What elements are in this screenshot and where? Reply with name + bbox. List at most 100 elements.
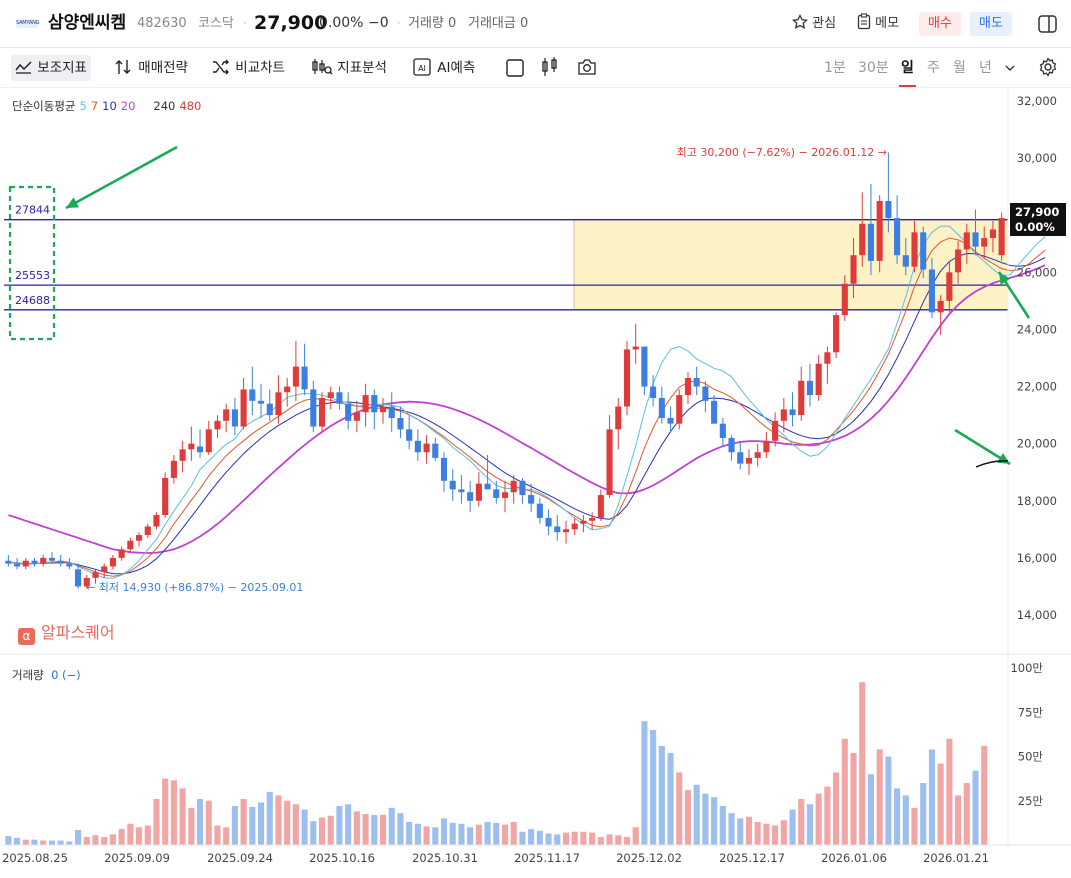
candle-body xyxy=(745,457,753,464)
volume-bar xyxy=(336,806,343,845)
period-month[interactable]: 월 xyxy=(953,60,966,76)
chevron-down-icon[interactable] xyxy=(1004,63,1016,73)
volume-bar xyxy=(571,831,578,845)
volume-bar xyxy=(580,831,587,845)
candle-body xyxy=(196,446,204,453)
price-tick-label: 22,000 xyxy=(1017,380,1057,394)
candle-body xyxy=(806,380,814,396)
volume-bar xyxy=(824,786,831,845)
volume-legend[interactable]: 거래량 0 (−) xyxy=(12,667,81,683)
candle-body xyxy=(345,403,352,421)
analysis-button[interactable]: 지표분석 xyxy=(311,55,387,81)
candle-body xyxy=(240,389,247,427)
volume-bar xyxy=(449,822,456,845)
chart-toolbar: 보조지표 매매전략 비교차트 지표분석 AI AI예측 1분 30분 일 주 월… xyxy=(0,47,1071,88)
volume-bar xyxy=(127,823,134,845)
candle-body xyxy=(876,200,883,261)
sell-button[interactable]: 매도 xyxy=(970,12,1012,36)
candlestick-type-icon[interactable] xyxy=(540,57,560,77)
strategy-button[interactable]: 매매전략 xyxy=(114,55,188,81)
date-tick-label: 2026.01.21 xyxy=(923,851,989,865)
price-tick-label: 26,000 xyxy=(1017,265,1057,279)
volume-bar xyxy=(589,832,596,845)
volume-bar xyxy=(981,745,988,845)
price-tick-label: 32,000 xyxy=(1017,94,1057,108)
candle-body xyxy=(310,389,317,427)
volume-bar xyxy=(484,821,491,845)
candle-body xyxy=(475,483,482,501)
candle-body xyxy=(153,515,160,527)
candle-body xyxy=(684,377,692,396)
company-logo: SAMYANG xyxy=(16,19,40,28)
volume-bar xyxy=(92,835,99,845)
sidebar-toggle-icon[interactable] xyxy=(1038,15,1057,33)
volume-bar xyxy=(458,823,465,845)
volume-bar xyxy=(928,749,935,845)
period-1min[interactable]: 1분 xyxy=(824,60,846,76)
gear-icon[interactable] xyxy=(1038,57,1058,77)
buy-button[interactable]: 매수 xyxy=(919,12,961,36)
candle-body xyxy=(789,409,796,416)
level-label: 25553 xyxy=(15,269,50,282)
candle-body xyxy=(928,269,935,313)
candle-body xyxy=(536,503,543,518)
alphasquare-brand: α 알파스퀘어 xyxy=(18,619,115,645)
volume-bar xyxy=(83,837,90,845)
candle-body xyxy=(972,232,979,247)
volume-bar xyxy=(284,800,291,845)
candle-body xyxy=(737,452,744,464)
candle-body xyxy=(14,563,21,567)
volume-summary: 거래량 0 xyxy=(408,16,457,31)
candle-body xyxy=(353,412,360,421)
volume-bar xyxy=(101,837,108,845)
ai-predict-button[interactable]: AI AI예측 xyxy=(411,55,475,81)
candle-body xyxy=(658,397,665,418)
period-30min[interactable]: 30분 xyxy=(858,60,889,76)
candle-body xyxy=(188,443,195,450)
stock-code: 482630 xyxy=(137,16,187,31)
candle-body xyxy=(467,492,474,501)
candle-body xyxy=(109,557,116,567)
price-chart[interactable]: 32,00030,00028,00026,00024,00022,00020,0… xyxy=(0,87,1071,878)
star-icon xyxy=(791,13,809,30)
ma-legend[interactable]: 단순이동평균 5 7 10 20 240 480 xyxy=(12,98,205,114)
watchlist-button[interactable]: 관심 xyxy=(791,12,836,36)
volume-bar xyxy=(249,806,256,845)
volume-bar xyxy=(772,825,779,845)
period-week[interactable]: 주 xyxy=(927,60,940,76)
volume-bar xyxy=(632,827,639,845)
volume-bar xyxy=(432,827,439,845)
drawn-stroke xyxy=(975,460,1009,468)
arrow-head xyxy=(999,272,1011,285)
volume-bar xyxy=(144,825,151,845)
candle-body xyxy=(554,526,561,533)
candle-body xyxy=(859,223,866,256)
compare-button[interactable]: 비교차트 xyxy=(211,55,285,81)
period-year[interactable]: 년 xyxy=(979,60,992,76)
camera-icon[interactable] xyxy=(577,58,597,76)
square-tool-icon[interactable] xyxy=(506,59,524,77)
volume-bar xyxy=(597,837,604,845)
volume-bar xyxy=(5,836,12,845)
volume-bar xyxy=(196,798,204,845)
volume-bar xyxy=(815,793,822,845)
candle-body xyxy=(902,255,909,267)
volume-bar xyxy=(318,817,326,845)
volume-bar xyxy=(536,830,543,845)
stock-name: 삼양엔씨켐 xyxy=(48,13,127,33)
candle-body xyxy=(833,315,840,353)
candle-body xyxy=(850,255,857,284)
volume-bar xyxy=(763,823,770,845)
volume-bar xyxy=(423,826,430,845)
memo-button[interactable]: 메모 xyxy=(857,12,899,36)
sort-arrows-icon xyxy=(115,60,131,74)
period-day[interactable]: 일 xyxy=(899,55,916,87)
volume-bar xyxy=(711,797,718,845)
separator-dot: · xyxy=(243,16,247,30)
indicators-button[interactable]: 보조지표 xyxy=(11,55,91,81)
volume-bar xyxy=(554,834,561,845)
ma7-line xyxy=(8,237,1046,577)
candle-body xyxy=(894,218,901,256)
compare-label: 비교차트 xyxy=(235,60,285,76)
candle-body xyxy=(379,406,387,413)
